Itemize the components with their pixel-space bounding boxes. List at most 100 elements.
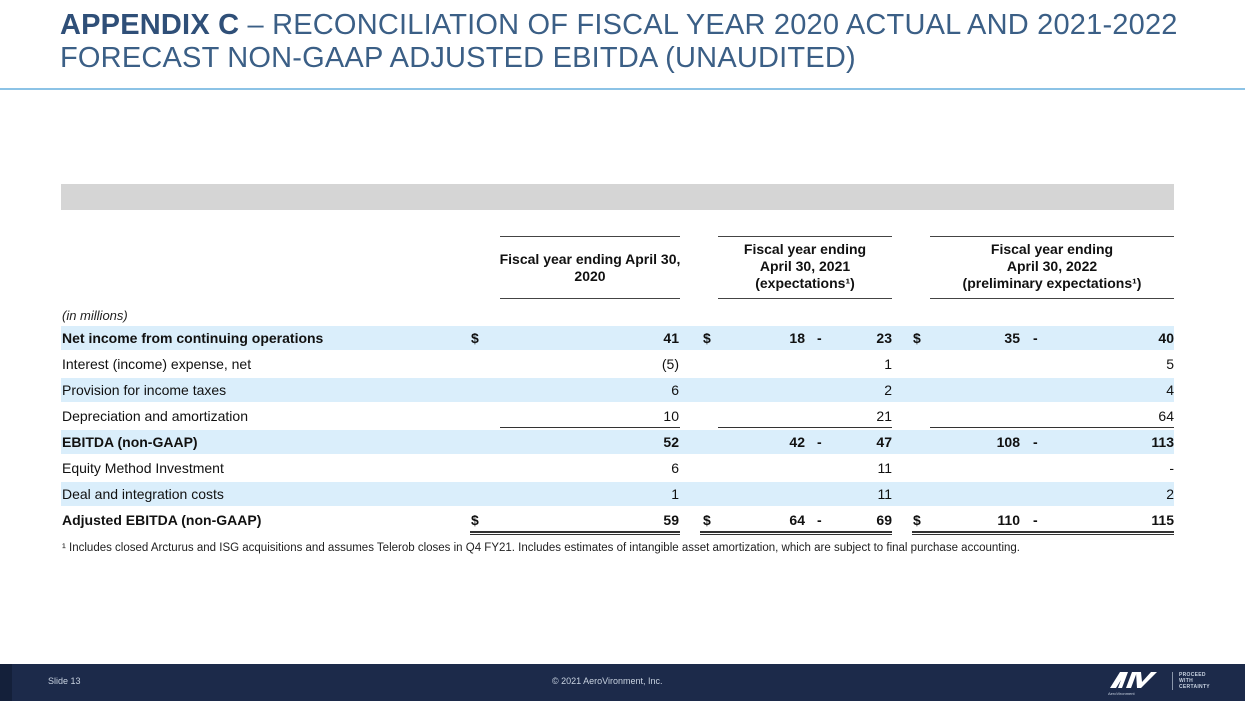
value-fy2020: 52 (663, 434, 679, 450)
subtotal-rule-fy2020 (500, 427, 680, 428)
currency-fy2021 (703, 352, 715, 376)
currency-fy2022: $ (913, 512, 921, 528)
currency-fy2020 (471, 378, 483, 402)
currency-fy2020 (471, 456, 483, 480)
value-fy2022-high: 115 (1151, 512, 1174, 528)
slide-number: Slide 13 (48, 676, 81, 686)
table-row: Depreciation and amortization 10 21 64 (61, 404, 1174, 428)
value-fy2020: 59 (663, 512, 679, 528)
fy2021-header-top-rule (718, 236, 892, 237)
row-label: Deal and integration costs (62, 486, 224, 502)
row-label: Net income from continuing operations (62, 330, 324, 346)
range-dash-fy2022 (1033, 378, 1043, 402)
table-row: Net income from continuing operations $41… (61, 326, 1174, 350)
fy2021-header: Fiscal year ending April 30, 2021 (expec… (705, 241, 905, 292)
title-divider (0, 88, 1245, 90)
range-dash-fy2022 (1033, 352, 1043, 376)
currency-fy2021 (703, 456, 715, 480)
value-fy2020: 6 (671, 382, 679, 398)
currency-fy2020 (471, 404, 483, 428)
value-fy2020: 1 (671, 486, 679, 502)
page-title-bold: APPENDIX C (60, 9, 240, 41)
total-double-rule-fy2020 (470, 531, 680, 535)
value-fy2022-high: 40 (1158, 330, 1174, 346)
units-label: (in millions) (62, 308, 128, 323)
value-fy2021-low: 18 (789, 330, 805, 346)
table-row: EBITDA (non-GAAP) 52 42-47 108-113 (61, 430, 1174, 454)
range-dash-fy2022 (1033, 482, 1043, 506)
value-fy2020: 41 (663, 330, 679, 346)
currency-fy2020 (471, 430, 483, 454)
fy2021-header-line1: Fiscal year ending (743, 241, 867, 257)
value-fy2021-high: 2 (884, 382, 892, 398)
value-fy2021-low (761, 404, 805, 428)
range-dash-fy2022: - (1033, 434, 1038, 450)
value-fy2022-low: 108 (996, 434, 1020, 450)
value-fy2021-high: 1 (884, 356, 892, 372)
currency-fy2022 (913, 378, 925, 402)
value-fy2022-low (971, 482, 1020, 506)
fy2022-header-bottom-rule (930, 298, 1174, 299)
fy2021-header-line2: April 30, 2021 (759, 258, 851, 274)
currency-fy2020: $ (471, 512, 479, 528)
range-dash-fy2022: - (1033, 512, 1038, 528)
fy2021-header-line3: (expectations¹) (755, 275, 855, 291)
range-dash-fy2021: - (817, 434, 822, 450)
value-fy2022-high: 64 (1158, 408, 1174, 424)
fy2022-header-line3: (preliminary expectations¹) (962, 275, 1142, 291)
footer-side-strip (0, 664, 12, 701)
currency-fy2021: $ (703, 512, 711, 528)
fy2020-header: Fiscal year ending April 30, 2020 (499, 251, 681, 284)
currency-fy2022 (913, 404, 925, 428)
table-row: Interest (income) expense, net (5) 1 5 (61, 352, 1174, 376)
range-dash-fy2022 (1033, 456, 1043, 480)
fy2021-header-bottom-rule (718, 298, 892, 299)
currency-fy2020: $ (471, 330, 479, 346)
currency-fy2022 (913, 352, 925, 376)
fy2022-header-line2: April 30, 2022 (1006, 258, 1098, 274)
currency-fy2022 (913, 430, 925, 454)
value-fy2022-high: 2 (1166, 486, 1174, 502)
row-label: EBITDA (non-GAAP) (62, 434, 198, 450)
value-fy2022-low: 110 (997, 512, 1020, 528)
currency-fy2021 (703, 430, 715, 454)
page-title-rest: – RECONCILIATION OF FISCAL YEAR 2020 ACT… (60, 9, 1178, 74)
table-row: Deal and integration costs 1 11 2 (61, 482, 1174, 506)
value-fy2021-high: 47 (876, 434, 892, 450)
range-dash-fy2022: - (1033, 330, 1038, 346)
fy2022-header-line1: Fiscal year ending (990, 241, 1114, 257)
value-fy2022-high: - (1169, 460, 1174, 476)
value-fy2021-low (761, 352, 805, 376)
table-row: Provision for income taxes 6 2 4 (61, 378, 1174, 402)
fy2022-header-top-rule (930, 236, 1174, 237)
row-label: Equity Method Investment (62, 460, 224, 476)
fy2020-header-top-rule (500, 236, 680, 237)
slide-footer: Slide 13 © 2021 AeroVironment, Inc. Aero… (0, 664, 1245, 701)
subtotal-rule-fy2021 (718, 427, 892, 428)
value-fy2020: 6 (671, 460, 679, 476)
fy2020-header-bottom-rule (500, 298, 680, 299)
value-fy2021-high: 69 (876, 512, 892, 528)
table-row: Equity Method Investment 6 11 - (61, 456, 1174, 480)
value-fy2021-high: 21 (876, 408, 892, 424)
row-label: Provision for income taxes (62, 382, 227, 398)
value-fy2022-low (971, 378, 1020, 402)
tagline-line1: PROCEED (1179, 672, 1206, 678)
value-fy2021-low (761, 482, 805, 506)
range-dash-fy2021 (817, 482, 827, 506)
value-fy2021-low: 42 (789, 434, 805, 450)
table-header-band (61, 184, 1174, 210)
value-fy2021-high: 23 (876, 330, 892, 346)
range-dash-fy2021 (817, 378, 827, 402)
total-double-rule-fy2022 (912, 531, 1174, 535)
currency-fy2020 (471, 482, 483, 506)
fy2022-header: Fiscal year ending April 30, 2022 (preli… (930, 241, 1174, 292)
logo-wordmark: AeroVironment (1108, 691, 1135, 696)
table-row: Adjusted EBITDA (non-GAAP) $59 $64-69 $110-… (61, 508, 1174, 532)
copyright: © 2021 AeroVironment, Inc. (552, 676, 663, 686)
value-fy2021-high: 11 (877, 460, 892, 476)
value-fy2022-high: 4 (1166, 382, 1174, 398)
tagline: PROCEED WITH CERTAINTY (1172, 672, 1210, 690)
value-fy2022-high: 113 (1151, 434, 1174, 450)
tagline-line3: CERTAINTY (1179, 684, 1210, 690)
